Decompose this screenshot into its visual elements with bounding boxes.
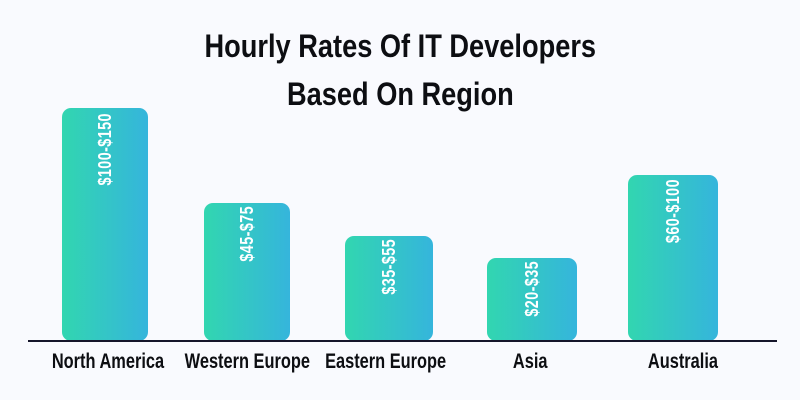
category-label-north-america: North America [28, 349, 188, 375]
chart-title-line-1: Hourly Rates Of IT Developers [0, 22, 800, 70]
category-label-australia-text: Australia [647, 350, 719, 373]
category-label-north-america-text: North America [51, 350, 165, 373]
chart-title: Hourly Rates Of IT Developers Based On R… [0, 22, 800, 118]
category-label-asia: Asia [450, 349, 610, 375]
category-label-eastern-europe: Eastern Europe [306, 349, 466, 375]
bar-value-label-eastern-europe: $35-$55 [378, 238, 399, 295]
category-label-australia: Australia [603, 349, 763, 375]
bar-value-label-australia: $60-$100 [662, 179, 683, 244]
chart-title-line-2: Based On Region [0, 70, 800, 118]
bar-value-label-asia: $20-$35 [521, 260, 542, 317]
category-label-asia-text: Asia [512, 350, 548, 373]
bar-eastern-europe: $35-$55 [345, 236, 433, 341]
bar-value-label-western-europe: $45-$75 [236, 205, 257, 262]
bar-western-europe: $45-$75 [204, 203, 290, 341]
x-axis-line [28, 339, 777, 342]
bar-value-label-north-america: $100-$150 [94, 113, 115, 186]
bar-north-america: $100-$150 [62, 108, 148, 341]
chart-title-line-2-text: Based On Region [286, 76, 514, 112]
category-label-western-europe: Western Europe [167, 349, 327, 375]
chart-title-line-1-text: Hourly Rates Of IT Developers [204, 28, 596, 64]
bar-asia: $20-$35 [487, 258, 577, 341]
bar-australia: $60-$100 [628, 175, 718, 341]
category-label-western-europe-text: Western Europe [184, 350, 310, 373]
category-label-eastern-europe-text: Eastern Europe [325, 350, 447, 373]
